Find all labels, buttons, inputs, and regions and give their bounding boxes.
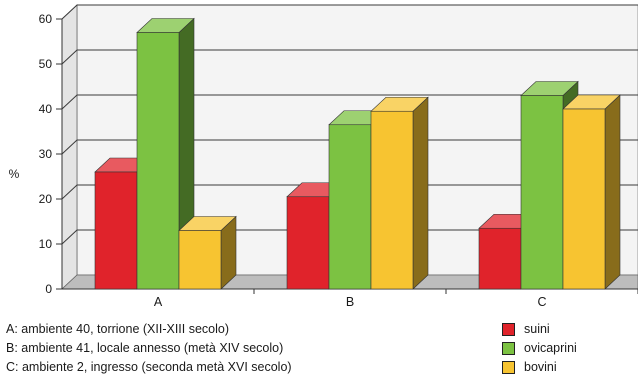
bar-bovini-C: [562, 108, 606, 290]
bar-side-bovini-C: [604, 94, 621, 290]
bar-suini-A: [94, 171, 138, 290]
y-tick-label: 30: [39, 147, 53, 161]
note-b: B: ambiente 41, locale annesso (metà XIV…: [6, 341, 284, 355]
bar-bovini-A: [178, 230, 222, 290]
bar-bovini-B: [370, 110, 414, 290]
bar-ovicaprini-A: [136, 32, 180, 290]
y-axis-label: %: [9, 167, 20, 181]
y-tick-label: 60: [39, 12, 53, 26]
legend-label-bovini: bovini: [524, 360, 557, 374]
bar-suini-B: [286, 196, 330, 290]
y-tick-label: 40: [39, 102, 53, 116]
legend-item-suini: suini: [502, 320, 577, 339]
y-tick-label: 10: [39, 237, 53, 251]
gridline: [61, 229, 638, 245]
bar-suini-C: [478, 227, 522, 290]
legend-swatch-bovini: [502, 361, 515, 374]
note-a: A: ambiente 40, torrione (XII-XIII secol…: [6, 322, 230, 336]
bar-ovicaprini-B: [328, 124, 372, 290]
x-tick-label: C: [537, 295, 546, 309]
legend-item-ovicaprini: ovicaprini: [502, 339, 577, 358]
gridline: [61, 4, 638, 20]
bar-chart: 0 10 20 30 40 50 60% A B C: [9, 4, 638, 309]
gridline: [61, 49, 638, 65]
legend-swatch-suini: [502, 323, 515, 336]
gridline: [61, 184, 638, 200]
legend: suini ovicaprini bovini: [502, 320, 577, 377]
y-tick-label: 50: [39, 57, 53, 71]
gridline: [61, 139, 638, 155]
note-c: C: ambiente 2, ingresso (seconda metà XV…: [6, 360, 292, 374]
gridline: [61, 94, 638, 110]
x-tick-label: A: [154, 295, 163, 309]
bar-side-bovini-B: [412, 96, 429, 290]
y-tick-label: 20: [39, 192, 53, 206]
bar-ovicaprini-C: [520, 95, 564, 290]
legend-item-bovini: bovini: [502, 358, 577, 377]
y-tick-label: 0: [45, 282, 52, 296]
legend-swatch-ovicaprini: [502, 342, 515, 355]
legend-label-suini: suini: [524, 322, 550, 336]
legend-label-ovicaprini: ovicaprini: [524, 341, 577, 355]
chart: 0 10 20 30 40 50 60% A B C: [9, 4, 638, 309]
x-tick-label: B: [346, 295, 354, 309]
category-notes: A: ambiente 40, torrione (XII-XIII secol…: [6, 320, 292, 377]
